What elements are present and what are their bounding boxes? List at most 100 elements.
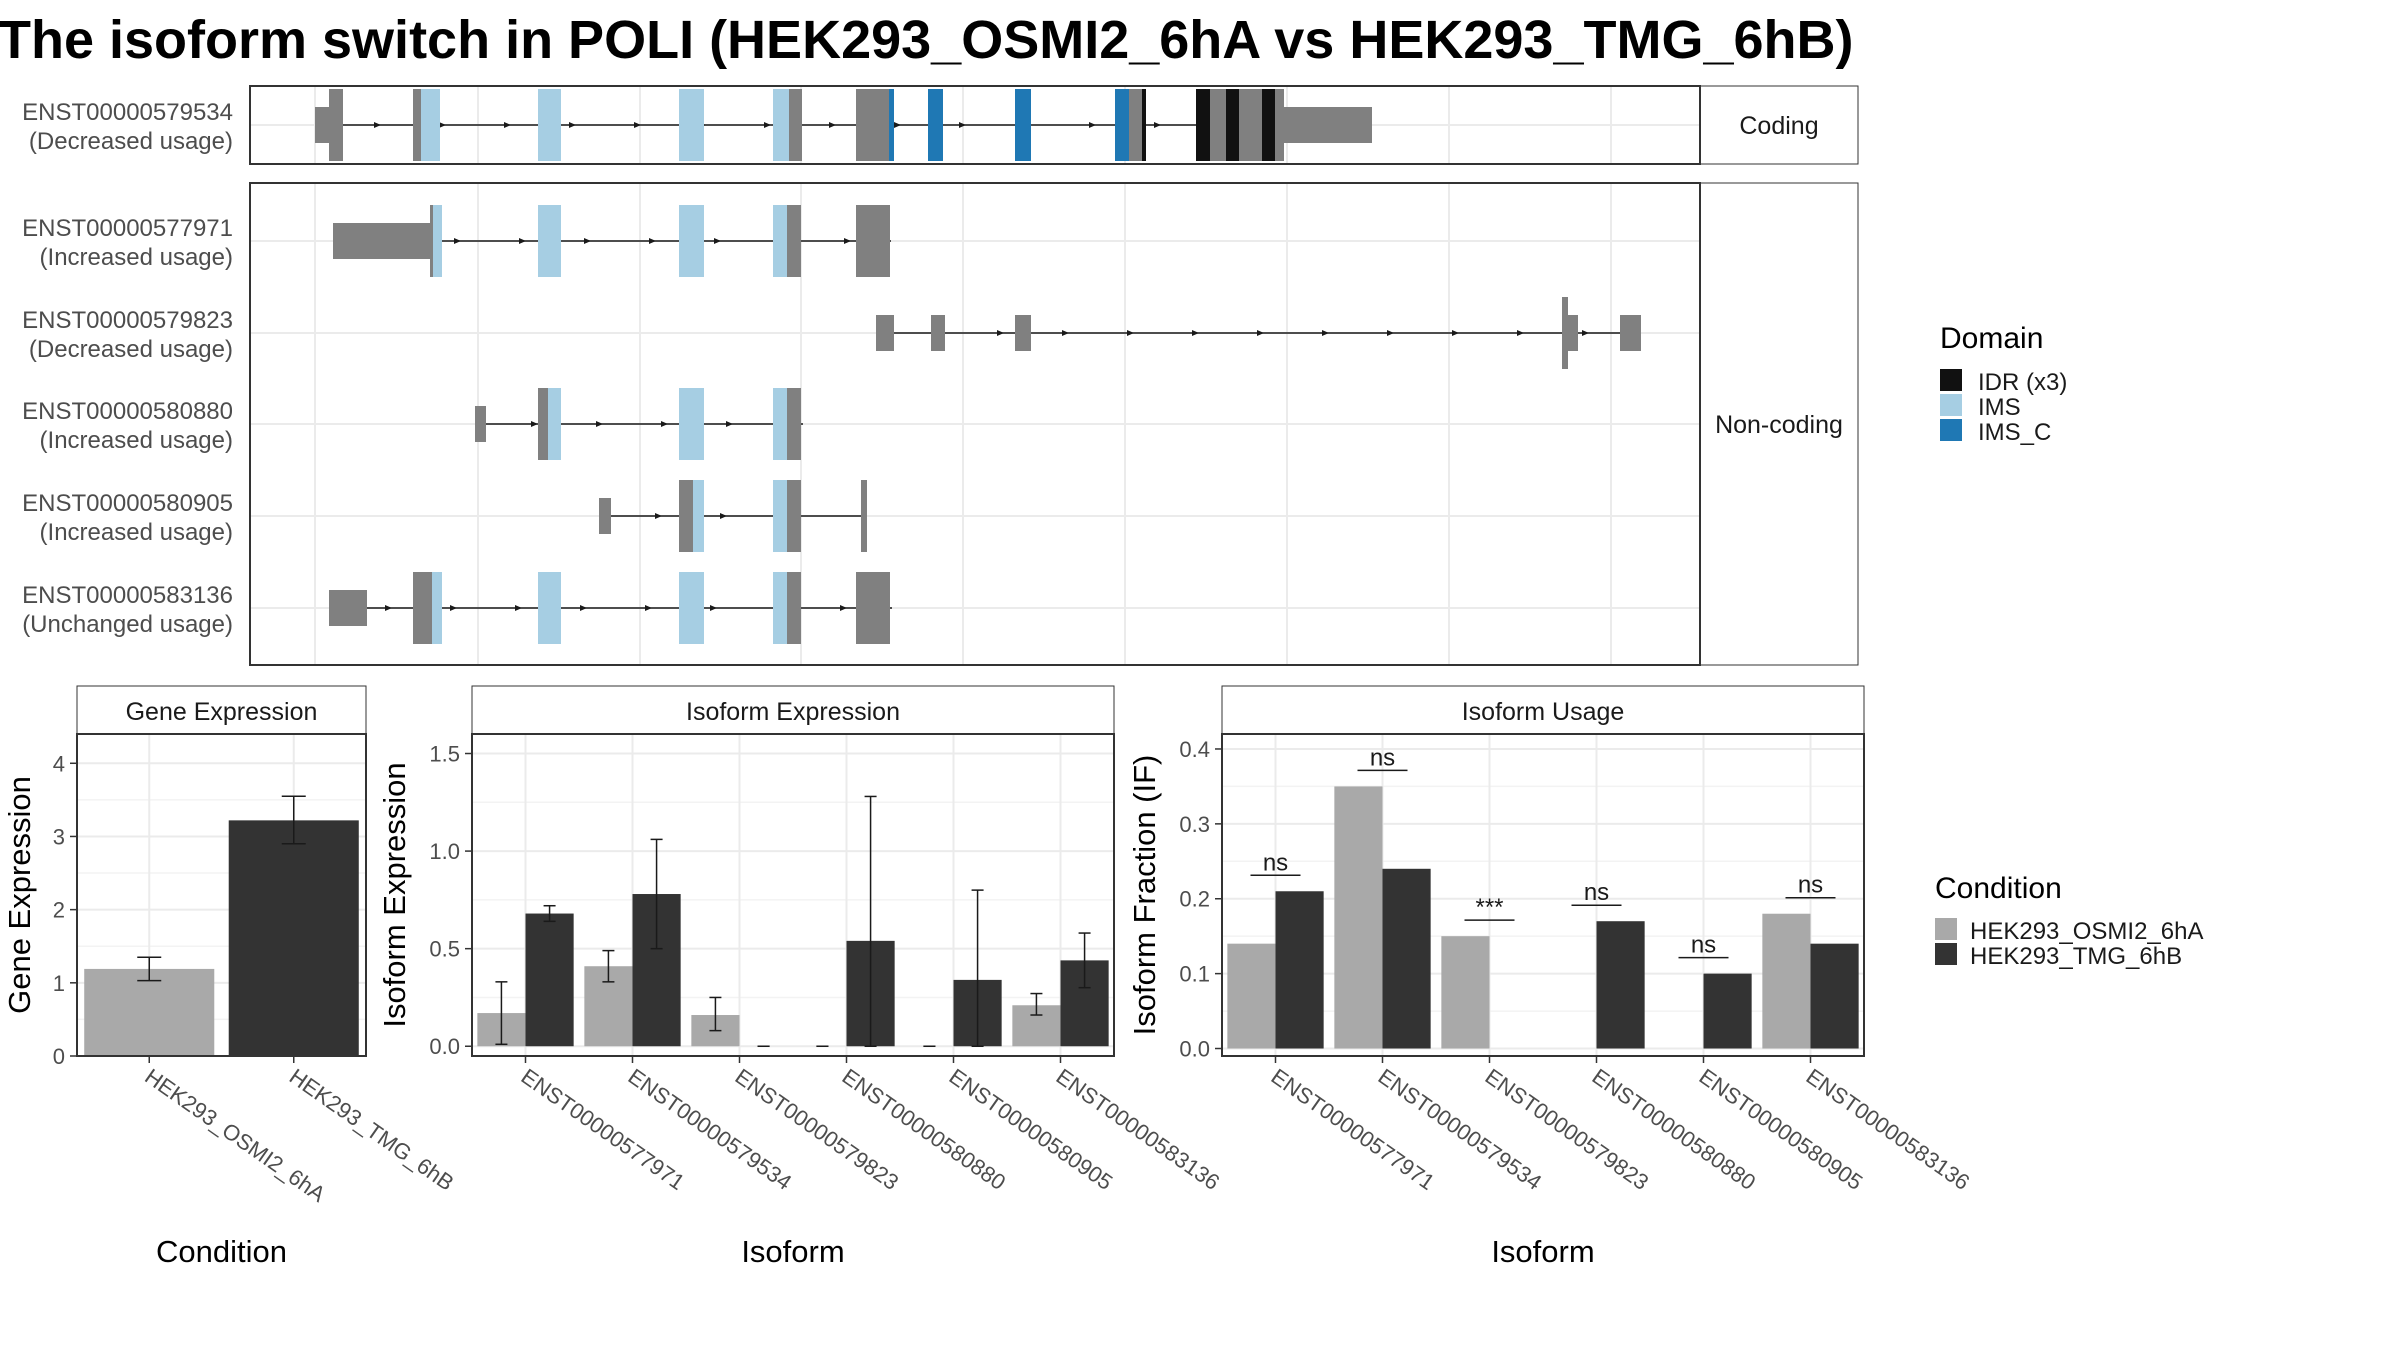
domain-idr (1196, 89, 1210, 161)
bar (1810, 943, 1859, 1049)
strand-arrow (720, 513, 727, 519)
exon-block (538, 388, 548, 460)
y-tick-label: 0.2 (1179, 887, 1210, 912)
exon-block (428, 572, 432, 644)
x-axis-title: Isoform (1491, 1234, 1594, 1269)
transcript-usage-label: (Decreased usage) (29, 128, 233, 155)
strand-arrow (844, 238, 851, 244)
strand-arrow (450, 605, 457, 611)
exon-block (1210, 89, 1226, 161)
condition-legend-label: HEK293_TMG_6hB (1970, 943, 2182, 970)
strand-arrow (1387, 330, 1394, 336)
y-tick-label: 0.5 (429, 937, 460, 962)
transcript-structure-panel: CodingNon-codingENST00000579534(Decrease… (22, 85, 1859, 666)
strand-arrow (584, 238, 591, 244)
condition-legend-key (1935, 943, 1957, 965)
y-tick-label: 3 (53, 824, 65, 849)
y-tick-label: 2 (53, 898, 65, 923)
y-tick-label: 0.4 (1179, 737, 1210, 762)
exon-block (599, 498, 611, 534)
transcript-id-label: ENST00000579534 (22, 99, 233, 126)
strand-arrow (1582, 330, 1589, 336)
transcript-usage-label: (Increased usage) (40, 519, 233, 546)
domain-ims (433, 205, 442, 277)
exon-block (329, 89, 343, 161)
exon-block (1620, 315, 1641, 351)
bar (1596, 921, 1645, 1049)
y-axis-title: Gene Expression (2, 776, 37, 1014)
strand-arrow (531, 421, 538, 427)
strand-arrow (1322, 330, 1329, 336)
bar-charts: Gene Expression01234HEK293_OSMI2_6hAHEK2… (2, 685, 1974, 1269)
exon-block (931, 315, 945, 351)
transcript-id-label: ENST00000580880 (22, 398, 233, 425)
strand-arrow (374, 122, 381, 128)
domain-ims-c (889, 89, 894, 161)
panel-strip (471, 685, 1115, 735)
domain-ims (421, 89, 440, 161)
significance-label: ns (1691, 932, 1716, 959)
domain-ims (693, 480, 704, 552)
strand-arrow (840, 605, 847, 611)
y-tick-label: 0.0 (429, 1034, 460, 1059)
exon-block (1562, 297, 1568, 369)
x-axis-title: Condition (156, 1234, 287, 1269)
strand-arrow (997, 330, 1004, 336)
exon-block (679, 480, 693, 552)
domain-legend-key (1940, 419, 1962, 441)
domain-ims (538, 205, 561, 277)
chart-panel-1: Isoform Expression0.00.51.01.5ENST000005… (377, 685, 1224, 1269)
significance-label: ns (1798, 872, 1823, 899)
domain-ims (679, 205, 704, 277)
domain-idr (1226, 89, 1239, 161)
domain-ims (538, 89, 561, 161)
strand-arrow (515, 605, 522, 611)
strand-arrow (454, 238, 461, 244)
domain-ims-c (1115, 89, 1129, 161)
domain-legend-title: Domain (1940, 322, 2043, 355)
exon-block (1239, 89, 1262, 161)
y-axis-title: Isoform Fraction (IF) (1127, 755, 1162, 1036)
condition-legend-title: Condition (1935, 872, 2062, 905)
strand-arrow (764, 122, 771, 128)
strand-arrow (1452, 330, 1459, 336)
panel-strip (1221, 685, 1865, 735)
strand-arrow (829, 122, 836, 128)
strand-arrow (385, 605, 392, 611)
strand-arrow (1257, 330, 1264, 336)
condition-legend-key (1935, 918, 1957, 940)
domain-ims-c (928, 89, 943, 161)
domain-ims (773, 572, 787, 644)
significance-label: ns (1584, 879, 1609, 906)
strand-arrow (504, 122, 511, 128)
exon-block (787, 480, 801, 552)
transcript-usage-label: (Increased usage) (40, 427, 233, 454)
y-tick-label: 0.1 (1179, 962, 1210, 987)
y-tick-label: 0.3 (1179, 812, 1210, 837)
bar (228, 820, 359, 1056)
strand-arrow (649, 238, 656, 244)
bar (1762, 913, 1811, 1049)
chart-panel-2: Isoform Usage 0.0 0.1 0.2 0.3 0.4 ns ns *** ns ns n… (1127, 685, 1974, 1269)
domain-ims-c (1015, 89, 1031, 161)
facet-strip (1699, 85, 1859, 165)
strand-arrow (726, 421, 733, 427)
y-axis-title: Isoform Expression (377, 762, 412, 1027)
y-tick-label: 1.5 (429, 742, 460, 767)
x-axis-title: Isoform (741, 1234, 844, 1269)
bar (84, 968, 215, 1056)
panel-strip-label: Gene Expression (126, 698, 318, 726)
facet-strip (1699, 182, 1859, 666)
strand-arrow (634, 122, 641, 128)
strand-arrow (894, 122, 901, 128)
transcript-usage-label: (Unchanged usage) (22, 611, 233, 638)
plot-background (1222, 734, 1864, 1056)
exon-block (413, 89, 421, 161)
exon-block (876, 315, 894, 351)
panel-strip-label: Isoform Expression (686, 698, 900, 726)
exon-block (333, 223, 430, 259)
strand-arrow (519, 238, 526, 244)
transcript-usage-label: (Decreased usage) (29, 336, 233, 363)
significance-label: ns (1263, 849, 1288, 876)
